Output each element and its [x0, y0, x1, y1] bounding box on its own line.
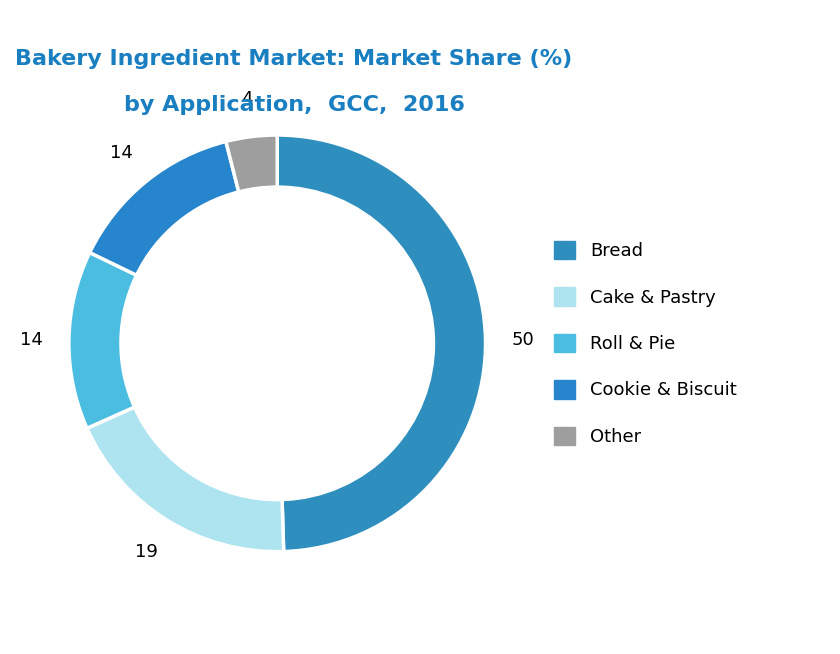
Wedge shape — [87, 407, 284, 552]
Legend: Bread, Cake & Pastry, Roll & Pie, Cookie & Biscuit, Other: Bread, Cake & Pastry, Roll & Pie, Cookie… — [554, 241, 737, 446]
Wedge shape — [226, 135, 277, 192]
Wedge shape — [277, 135, 486, 551]
Text: 14: 14 — [20, 330, 43, 349]
Text: 19: 19 — [135, 543, 158, 560]
Text: 14: 14 — [110, 144, 134, 162]
Wedge shape — [90, 141, 239, 275]
Text: 4: 4 — [241, 90, 253, 109]
Text: by Application,  GCC,  2016: by Application, GCC, 2016 — [123, 95, 465, 114]
Wedge shape — [69, 252, 137, 428]
Text: Bakery Ingredient Market: Market Share (%): Bakery Ingredient Market: Market Share (… — [15, 49, 573, 69]
Text: 50: 50 — [512, 330, 534, 349]
